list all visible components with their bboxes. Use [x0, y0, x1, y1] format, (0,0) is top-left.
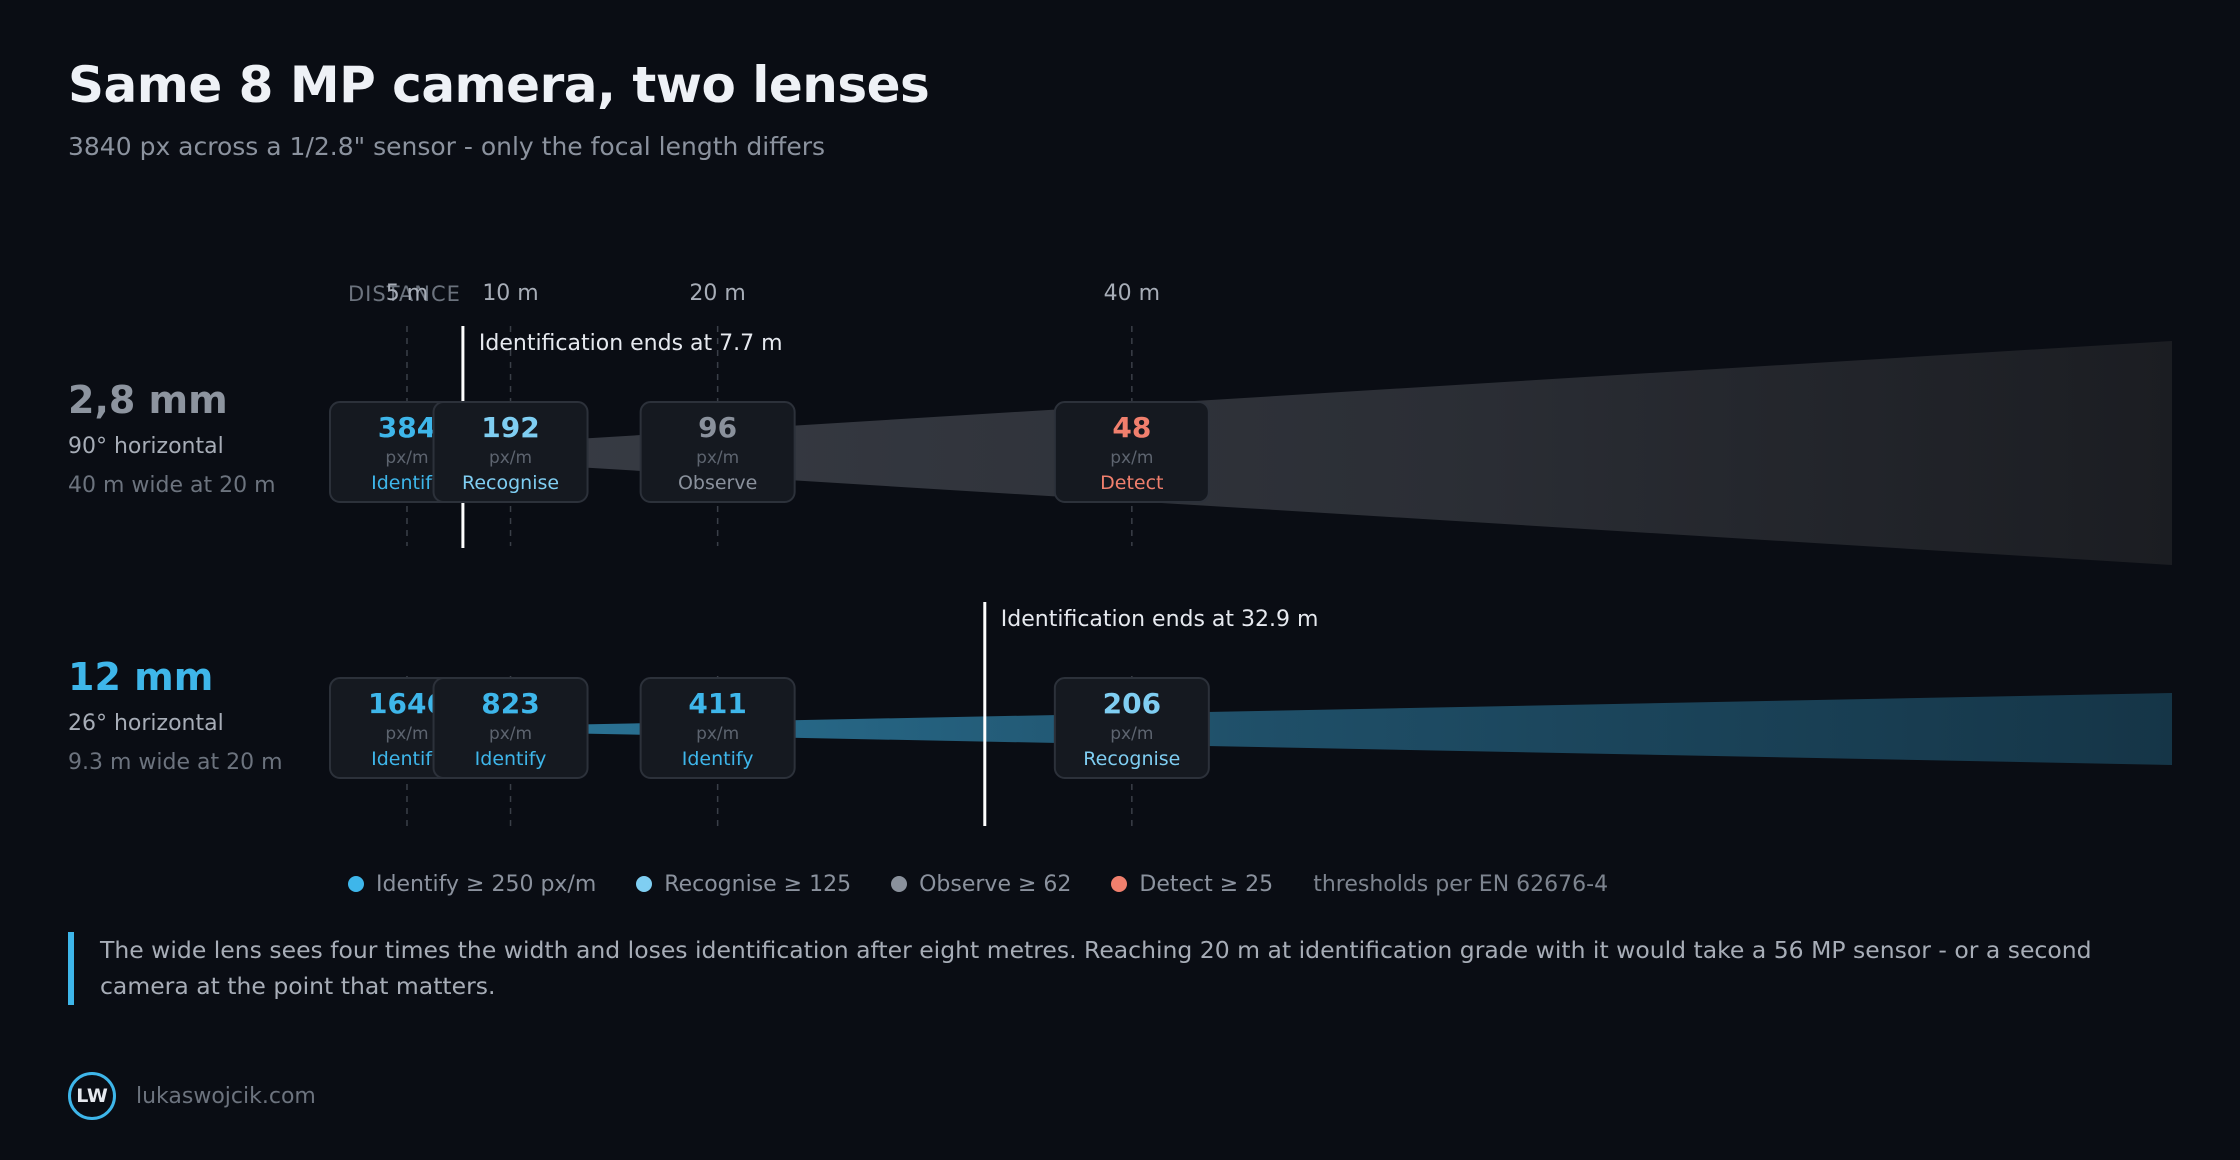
distance-tick-label: 10 m: [482, 281, 538, 306]
reading-card-box: [639, 401, 796, 503]
reading-unit: px/m: [1110, 448, 1153, 468]
reading-card: 206 px/m Recognise: [1053, 677, 1210, 779]
distance-tick-label: 20 m: [689, 281, 745, 306]
legend-item-observe: Observe ≥ 62: [891, 872, 1071, 897]
reading-value: 96: [698, 411, 737, 444]
reading-value: 206: [1103, 687, 1161, 720]
detect-dot-icon: [1111, 876, 1128, 892]
legend-label: Observe ≥ 62: [919, 871, 1072, 897]
lens-tele-name: 12 mm: [68, 655, 214, 699]
legend-item-recognise: Recognise ≥ 125: [636, 872, 851, 897]
reading-card-box: [432, 401, 589, 503]
footer: LW lukaswojcik.com: [68, 1072, 316, 1120]
reading-unit: px/m: [385, 724, 428, 744]
reading-card-box: [1053, 677, 1210, 779]
reading-grade: Recognise: [1083, 748, 1180, 770]
reading-value: 411: [688, 687, 746, 720]
lens-wide-fov: 90° horizontal: [68, 434, 224, 459]
lens-wide-name: 2,8 mm: [68, 378, 228, 422]
distance-tick-label: 5 m: [386, 281, 428, 306]
legend-label: Detect ≥ 25: [1139, 871, 1274, 897]
reading-card: 96 px/m Observe: [639, 401, 796, 503]
legend: Identify ≥ 250 px/m Recognise ≥ 125 Obse…: [348, 869, 1608, 899]
reading-value: 384: [378, 411, 436, 444]
reading-unit: px/m: [1110, 724, 1153, 744]
reading-unit: px/m: [696, 724, 739, 744]
recognise-dot-icon: [636, 876, 653, 892]
reading-card-box: [1053, 401, 1210, 503]
identification-end-label: Identification ends at 32.9 m: [1001, 607, 1319, 632]
legend-label: Identify ≥ 250 px/m: [376, 871, 597, 897]
axis-label: DISTANCE: [348, 282, 461, 306]
identification-end-label: Identification ends at 7.7 m: [479, 331, 783, 356]
reading-value: 192: [481, 411, 539, 444]
lens-wide-width: 40 m wide at 20 m: [68, 473, 276, 498]
lens-tele-fov: 26° horizontal: [68, 711, 224, 736]
reading-grade: Detect: [1100, 472, 1163, 494]
identify-dot-icon: [348, 876, 364, 892]
observe-dot-icon: [891, 876, 908, 892]
legend-item-detect: Detect ≥ 25: [1111, 872, 1273, 897]
logo-icon: LW: [68, 1072, 116, 1120]
tele-lens-beam: [348, 693, 2172, 765]
legend-note: thresholds per EN 62676-4: [1313, 871, 1609, 897]
lens-tele-info: 12 mm 26° horizontal 9.3 m wide at 20 m: [68, 655, 283, 775]
wide-lens-beam: [348, 341, 2172, 565]
lens-tele-width: 9.3 m wide at 20 m: [68, 750, 283, 775]
page-title: Same 8 MP camera, two lenses: [68, 56, 930, 114]
reading-grade: Recognise: [462, 472, 559, 494]
legend-label: Recognise ≥ 125: [664, 871, 852, 897]
reading-grade: Observe: [678, 472, 757, 494]
distance-tick-label: 40 m: [1104, 281, 1160, 306]
callout: The wide lens sees four times the width …: [68, 932, 2172, 1005]
reading-grade: Identify: [682, 748, 754, 770]
reading-card: 192 px/m Recognise: [432, 401, 589, 503]
reading-unit: px/m: [385, 448, 428, 468]
reading-grade: Identify: [371, 748, 443, 770]
page-subtitle: 3840 px across a 1/2.8" sensor - only th…: [68, 132, 826, 161]
reading-card-box: [432, 677, 589, 779]
site-link[interactable]: lukaswojcik.com: [136, 1083, 316, 1109]
lens-wide-info: 2,8 mm 90° horizontal 40 m wide at 20 m: [68, 378, 276, 498]
reading-value: 48: [1112, 411, 1151, 444]
reading-card: 411 px/m Identify: [639, 677, 796, 779]
legend-item-identify: Identify ≥ 250 px/m: [348, 872, 596, 897]
reading-unit: px/m: [696, 448, 739, 468]
reading-grade: Identify: [371, 472, 443, 494]
reading-value: 823: [481, 687, 539, 720]
reading-card: 48 px/m Detect: [1053, 401, 1210, 503]
reading-grade: Identify: [475, 748, 547, 770]
reading-unit: px/m: [489, 724, 532, 744]
reading-card-box: [639, 677, 796, 779]
reading-card: 823 px/m Identify: [432, 677, 589, 779]
reading-unit: px/m: [489, 448, 532, 468]
